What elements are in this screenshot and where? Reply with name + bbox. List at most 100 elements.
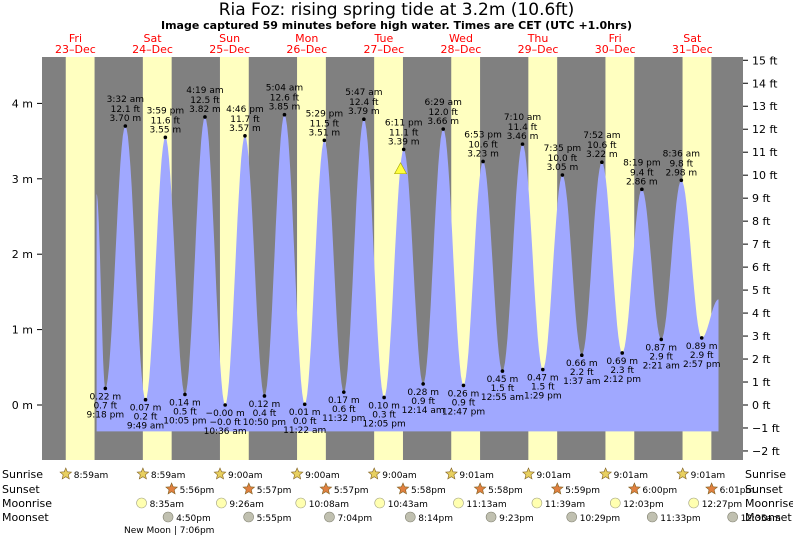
- tide-label-text: 0.89 m: [686, 342, 718, 352]
- tide-label-text: 0.2 ft: [134, 413, 158, 423]
- tide-point: [143, 397, 148, 402]
- y-left-tick-label: 4 m: [12, 97, 33, 110]
- y-right-tick-label: 3 ft: [752, 330, 771, 343]
- tide-label-text: 5:29 pm: [306, 109, 344, 119]
- new-moon-label: New Moon | 7:06pm: [124, 526, 214, 536]
- moonset-icon: [485, 511, 497, 523]
- day-name-label: Thu: [527, 32, 549, 45]
- sunrise-row-label-right: Sunrise: [745, 468, 786, 481]
- tide-label-text: 0.0 ft: [293, 417, 317, 427]
- tide-label-text: 7:52 am: [583, 131, 620, 141]
- moonset-icon: [162, 511, 174, 523]
- sunset-time: 6:01pm: [720, 486, 755, 496]
- tide-label-text: 3.82 m: [189, 105, 221, 115]
- moonset-time: 5:55pm: [257, 514, 292, 524]
- tide-label-text: 10:50 pm: [243, 418, 286, 428]
- tide-label-text: 5:47 am: [345, 88, 382, 98]
- sunrise-icon: [290, 467, 304, 480]
- tide-label-text: 0.22 m: [89, 392, 121, 402]
- sunrise-icon: [522, 467, 535, 480]
- sunset-time: 5:59pm: [565, 486, 600, 496]
- day-date-label: 24–Dec: [132, 43, 173, 56]
- day-name-label: Wed: [449, 32, 473, 45]
- sunrise-icon: [136, 467, 150, 480]
- tide-label-text: 0.28 m: [407, 388, 439, 398]
- moonrise-icon: [531, 497, 543, 509]
- moonrise-time: 10:08am: [309, 500, 349, 510]
- sunset-time: 5:58pm: [488, 486, 523, 496]
- tide-label-text: 1:37 am: [563, 377, 600, 387]
- tide-label-text: 2.9 ft: [649, 352, 673, 362]
- moonrise-icon: [295, 497, 307, 509]
- tide-label-text: 2.2 ft: [570, 368, 594, 378]
- tide-label-text: 3.57 m: [229, 124, 261, 134]
- sunset-icon: [550, 482, 564, 495]
- y-right-tick-label: 2 ft: [752, 353, 771, 366]
- tide-label-text: 6:53 pm: [464, 130, 502, 140]
- sunrise-time: 9:01am: [459, 471, 494, 481]
- tide-point: [541, 367, 545, 372]
- tide-label-text: 12:14 am: [402, 406, 445, 416]
- tide-label-text: 0.66 m: [566, 359, 598, 369]
- tide-point: [699, 336, 704, 340]
- sunrise-icon: [444, 467, 458, 480]
- sunrise-time: 9:00am: [305, 471, 340, 481]
- tide-point: [441, 127, 446, 131]
- tide-label-text: 0.5 ft: [173, 407, 197, 417]
- tide-label-text: 3.51 m: [309, 128, 341, 138]
- moonset-icon: [566, 511, 578, 523]
- tide-label-text: 0.12 m: [249, 400, 281, 410]
- tide-label-text: 12.5 ft: [190, 96, 220, 106]
- tide-label-text: 3.05 m: [547, 163, 579, 173]
- tide-label-text: 1.5 ft: [491, 384, 515, 394]
- day-name-label: Fri: [69, 32, 82, 45]
- y-right-tick-label: 13 ft: [752, 100, 778, 113]
- moonset-icon: [646, 511, 658, 523]
- low-tide-label: 0.69 m2.3 ft2:12 pm: [603, 351, 641, 385]
- y-right-tick-label: 14 ft: [752, 77, 778, 90]
- y-axis-right: −2 ft −1 ft 0 ft 1 ft 2 ft 3 ft 4 ft 5 ft 6 ft 7 …: [743, 54, 780, 458]
- sunset-time: 5:58pm: [411, 486, 446, 496]
- moonrise-icon: [136, 497, 147, 509]
- sunset-time: 5:57pm: [257, 486, 292, 496]
- tide-label-text: 5:04 am: [266, 84, 303, 94]
- tide-label-text: 3.85 m: [269, 103, 301, 113]
- moonrise-time: 10:43am: [388, 500, 428, 510]
- tide-label-text: 0.3 ft: [372, 410, 396, 420]
- sunset-icon: [165, 482, 179, 495]
- moonrise-row-label-left: Moonrise: [2, 497, 52, 510]
- y-right-tick-label: 7 ft: [752, 238, 771, 251]
- sunrise-time: 9:01am: [691, 471, 726, 481]
- sunset-time: 5:57pm: [334, 486, 369, 496]
- tide-label-text: 11.6 ft: [151, 116, 181, 126]
- tide-point: [123, 124, 128, 128]
- moonrise-time: 11:39am: [545, 500, 585, 510]
- tide-label-text: 3.22 m: [586, 150, 618, 160]
- tide-label-text: 2.98 m: [665, 168, 697, 178]
- tide-label-text: 11.4 ft: [508, 123, 538, 133]
- moonset-icon: [243, 511, 254, 523]
- y-right-tick-label: 12 ft: [752, 123, 778, 136]
- tide-label-text: 1.5 ft: [531, 383, 555, 393]
- sunrise-time: 9:01am: [614, 471, 649, 481]
- tide-point: [659, 337, 664, 342]
- tide-label-text: 1:29 pm: [524, 392, 562, 402]
- tide-label-text: 4:46 pm: [226, 105, 264, 115]
- moonrise-icon: [216, 497, 227, 509]
- sunrise-time: 9:00am: [382, 471, 417, 481]
- moonrise-icon: [453, 497, 464, 509]
- day-name-label: Sat: [683, 32, 702, 45]
- tide-point: [362, 117, 366, 122]
- moonset-time: 9:23pm: [499, 514, 534, 524]
- tide-label-text: 0.4 ft: [253, 409, 277, 419]
- tide-point: [579, 353, 584, 358]
- sunrise-icon: [59, 467, 73, 480]
- tide-label-text: 3:32 am: [107, 95, 144, 105]
